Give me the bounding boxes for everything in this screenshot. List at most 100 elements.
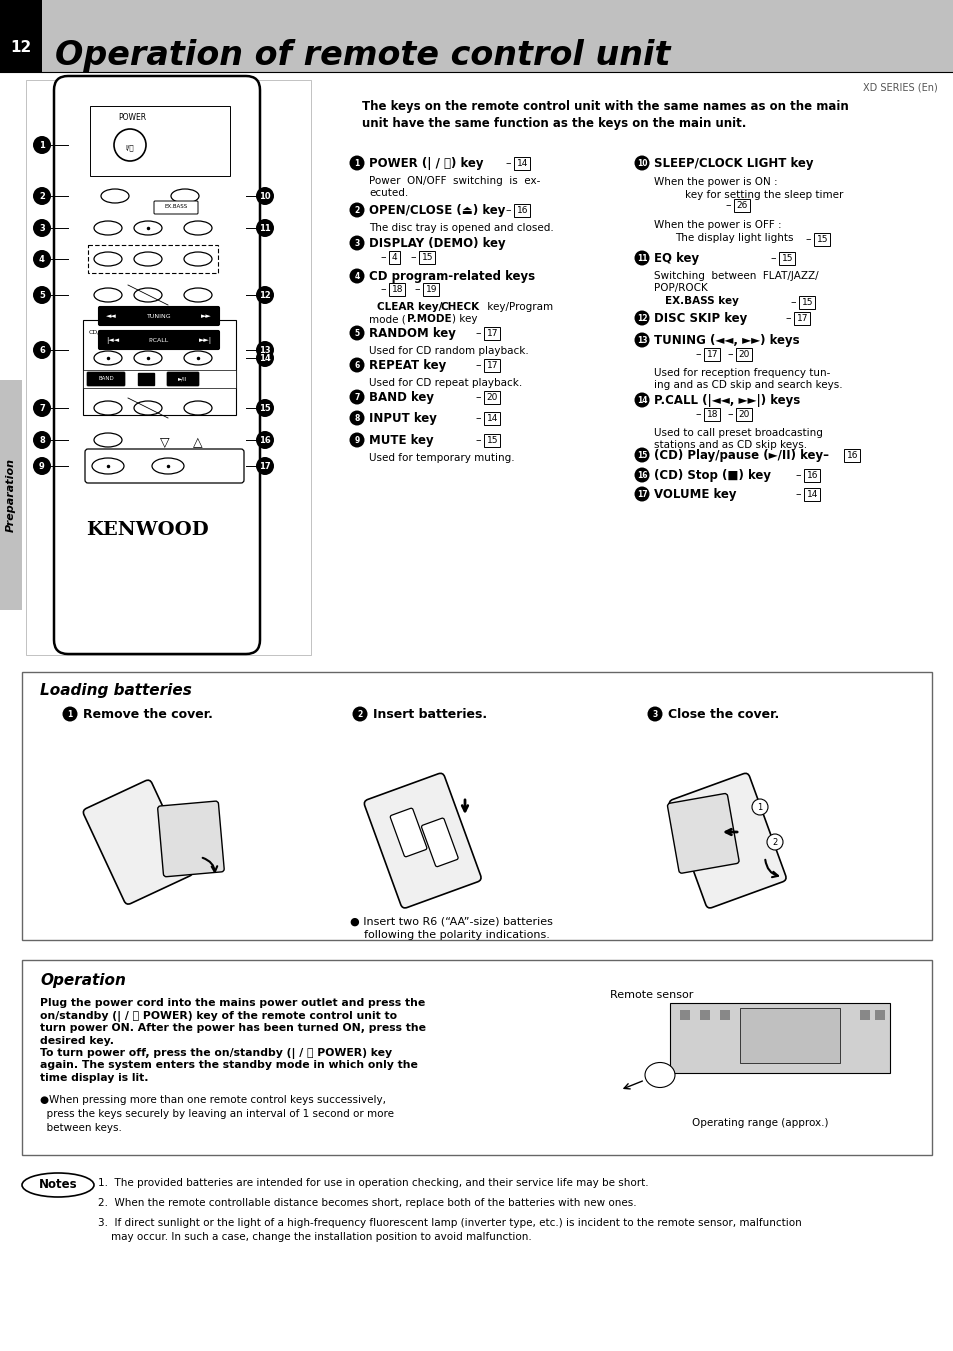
Text: 11: 11 [636, 254, 646, 263]
Text: BAND key: BAND key [369, 390, 434, 404]
Text: The display light lights: The display light lights [675, 232, 793, 243]
Text: 20: 20 [738, 350, 749, 359]
Text: ►►|: ►►| [198, 336, 212, 343]
Text: When the power is OFF :: When the power is OFF : [654, 220, 781, 230]
Circle shape [751, 798, 767, 815]
Text: –: – [804, 234, 810, 245]
Text: on/standby (| / ⏽ POWER) key of the remote control unit to: on/standby (| / ⏽ POWER) key of the remo… [40, 1011, 396, 1021]
FancyBboxPatch shape [779, 251, 795, 265]
Text: –: – [794, 470, 800, 480]
Text: TUNING (◄◄, ►►) keys: TUNING (◄◄, ►►) keys [654, 334, 799, 347]
Text: 16: 16 [846, 451, 858, 459]
Text: P.CALL: P.CALL [149, 338, 169, 343]
Text: 15: 15 [486, 436, 497, 444]
Circle shape [255, 349, 274, 367]
Bar [859, 1011, 869, 1020]
Text: (CD) Stop (■) key: (CD) Stop (■) key [654, 469, 770, 482]
Text: 15: 15 [801, 299, 812, 307]
Circle shape [255, 340, 274, 359]
FancyBboxPatch shape [98, 331, 219, 350]
Circle shape [255, 286, 274, 304]
Text: When the power is ON :: When the power is ON : [654, 177, 777, 186]
Text: 1: 1 [68, 711, 72, 719]
Text: –: – [789, 297, 795, 307]
Text: Used to call preset broadcasting: Used to call preset broadcasting [654, 428, 822, 438]
Ellipse shape [184, 401, 212, 415]
Text: P.CALL (|◄◄, ►►|) keys: P.CALL (|◄◄, ►►|) keys [654, 394, 800, 407]
Text: –: – [410, 253, 416, 262]
Text: 15: 15 [637, 451, 646, 459]
Text: 13: 13 [259, 346, 271, 355]
Text: Preparation: Preparation [6, 458, 16, 532]
Circle shape [647, 707, 661, 721]
Text: 6: 6 [39, 346, 45, 355]
Text: 3: 3 [354, 239, 359, 249]
Text: 6: 6 [354, 361, 359, 370]
Text: –: – [504, 158, 510, 168]
Text: 1: 1 [757, 802, 761, 812]
Text: OPEN/CLOSE (⏏) key: OPEN/CLOSE (⏏) key [369, 204, 505, 218]
Text: 2: 2 [354, 205, 359, 215]
FancyBboxPatch shape [167, 372, 199, 386]
Text: 14: 14 [636, 396, 646, 405]
Ellipse shape [133, 401, 162, 415]
Circle shape [33, 457, 51, 476]
Circle shape [33, 340, 51, 359]
Text: ●When pressing more than one remote control keys successively,
  press the keys : ●When pressing more than one remote cont… [40, 1096, 394, 1133]
Text: 20: 20 [486, 393, 497, 403]
Circle shape [349, 203, 364, 218]
Text: –: – [769, 253, 775, 263]
Text: 1: 1 [354, 159, 359, 168]
Ellipse shape [133, 288, 162, 303]
Text: –: – [475, 328, 480, 338]
Text: EX.BASS key: EX.BASS key [664, 296, 739, 305]
Bar [138, 373, 153, 385]
Bar [22, 961, 931, 1155]
Ellipse shape [644, 1062, 675, 1088]
Text: 15: 15 [259, 404, 271, 413]
FancyBboxPatch shape [484, 412, 500, 424]
FancyBboxPatch shape [803, 469, 820, 481]
Text: ►/II: ►/II [178, 377, 188, 381]
Text: 17: 17 [486, 361, 497, 370]
Text: again. The system enters the standby mode in which only the: again. The system enters the standby mod… [40, 1061, 417, 1070]
Text: 11: 11 [259, 224, 271, 232]
Text: To turn power off, press the on/standby (| / ⏽ POWER) key: To turn power off, press the on/standby … [40, 1048, 392, 1059]
Circle shape [255, 431, 274, 449]
Text: 12: 12 [259, 290, 271, 300]
Text: turn power ON. After the power has been turned ON, press the: turn power ON. After the power has been … [40, 1023, 426, 1034]
Ellipse shape [94, 434, 122, 447]
Circle shape [255, 219, 274, 236]
Circle shape [634, 447, 649, 462]
FancyBboxPatch shape [421, 819, 457, 866]
Bar [0, 0, 42, 72]
Text: 15: 15 [816, 235, 827, 245]
FancyBboxPatch shape [390, 808, 426, 857]
Text: 16: 16 [636, 471, 646, 480]
Circle shape [255, 399, 274, 417]
Text: XD SERIES (En): XD SERIES (En) [862, 82, 937, 92]
Circle shape [349, 269, 364, 284]
Text: 17: 17 [486, 330, 497, 338]
Text: 4: 4 [392, 253, 397, 262]
Text: 3: 3 [39, 224, 45, 232]
Text: Insert batteries.: Insert batteries. [373, 708, 487, 721]
Text: The disc tray is opened and closed.: The disc tray is opened and closed. [369, 223, 553, 232]
Circle shape [349, 411, 364, 426]
Text: 14: 14 [806, 490, 818, 499]
Bar [0, 0, 953, 72]
Text: 17: 17 [636, 490, 647, 499]
Text: 14: 14 [259, 354, 271, 363]
Circle shape [255, 186, 274, 205]
Bar [700, 1011, 709, 1020]
Text: ►►: ►► [201, 313, 212, 319]
Text: 8: 8 [39, 436, 45, 444]
FancyBboxPatch shape [703, 347, 720, 361]
Text: 2.  When the remote controllable distance becomes short, replace both of the bat: 2. When the remote controllable distance… [98, 1198, 636, 1208]
FancyBboxPatch shape [419, 250, 435, 263]
Text: Used for reception frequency tun-: Used for reception frequency tun- [654, 367, 829, 378]
FancyBboxPatch shape [803, 488, 820, 500]
Ellipse shape [133, 222, 162, 235]
Text: 18: 18 [392, 285, 403, 295]
Circle shape [634, 486, 649, 501]
